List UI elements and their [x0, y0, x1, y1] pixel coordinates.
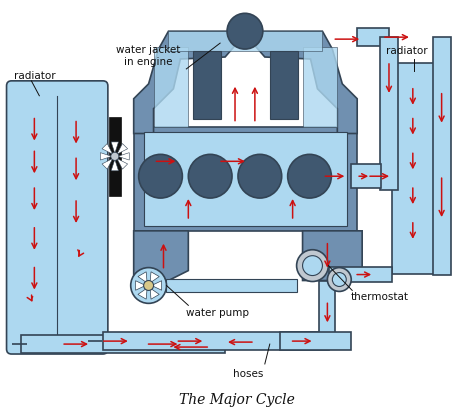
Circle shape: [227, 13, 263, 49]
Bar: [270, 51, 298, 119]
Bar: [329, 267, 392, 282]
Circle shape: [297, 250, 328, 282]
Text: thermostat: thermostat: [350, 292, 408, 302]
Bar: [154, 47, 188, 126]
Circle shape: [328, 267, 351, 292]
Text: radiator: radiator: [386, 46, 428, 56]
Bar: [351, 164, 381, 188]
Polygon shape: [150, 272, 159, 283]
Bar: [302, 47, 337, 126]
Polygon shape: [152, 281, 162, 290]
Polygon shape: [138, 288, 147, 299]
Polygon shape: [150, 288, 159, 299]
Polygon shape: [134, 31, 357, 134]
Circle shape: [131, 267, 166, 303]
Bar: [433, 37, 451, 275]
Circle shape: [238, 154, 282, 198]
Text: The Major Cycle: The Major Cycle: [179, 393, 295, 407]
Bar: [280, 332, 351, 350]
Polygon shape: [100, 153, 112, 160]
Polygon shape: [138, 272, 147, 283]
Circle shape: [144, 280, 154, 290]
Polygon shape: [117, 144, 128, 154]
Polygon shape: [117, 158, 128, 169]
Bar: [144, 131, 347, 226]
Bar: [134, 126, 357, 231]
Circle shape: [139, 154, 182, 198]
Bar: [168, 31, 322, 51]
Bar: [357, 28, 389, 46]
Circle shape: [288, 154, 331, 198]
Polygon shape: [111, 159, 118, 171]
Polygon shape: [134, 231, 188, 280]
Polygon shape: [111, 142, 118, 154]
Polygon shape: [302, 231, 362, 280]
Polygon shape: [136, 281, 146, 290]
Bar: [392, 63, 434, 274]
Bar: [21, 335, 225, 353]
Bar: [193, 51, 221, 119]
Bar: [380, 37, 398, 190]
Circle shape: [188, 154, 232, 198]
Circle shape: [302, 256, 322, 275]
Bar: [319, 280, 335, 341]
Bar: [109, 116, 121, 196]
Text: water pump: water pump: [186, 308, 249, 318]
Text: radiator: radiator: [13, 71, 55, 81]
Polygon shape: [102, 144, 113, 154]
Bar: [103, 332, 329, 350]
Circle shape: [111, 152, 119, 160]
FancyBboxPatch shape: [7, 81, 108, 354]
Text: hoses: hoses: [233, 369, 263, 379]
Text: water jacket
in engine: water jacket in engine: [117, 45, 181, 67]
Bar: [357, 167, 369, 185]
Bar: [166, 279, 297, 292]
Polygon shape: [102, 158, 113, 169]
Polygon shape: [118, 153, 129, 160]
Circle shape: [332, 272, 346, 287]
